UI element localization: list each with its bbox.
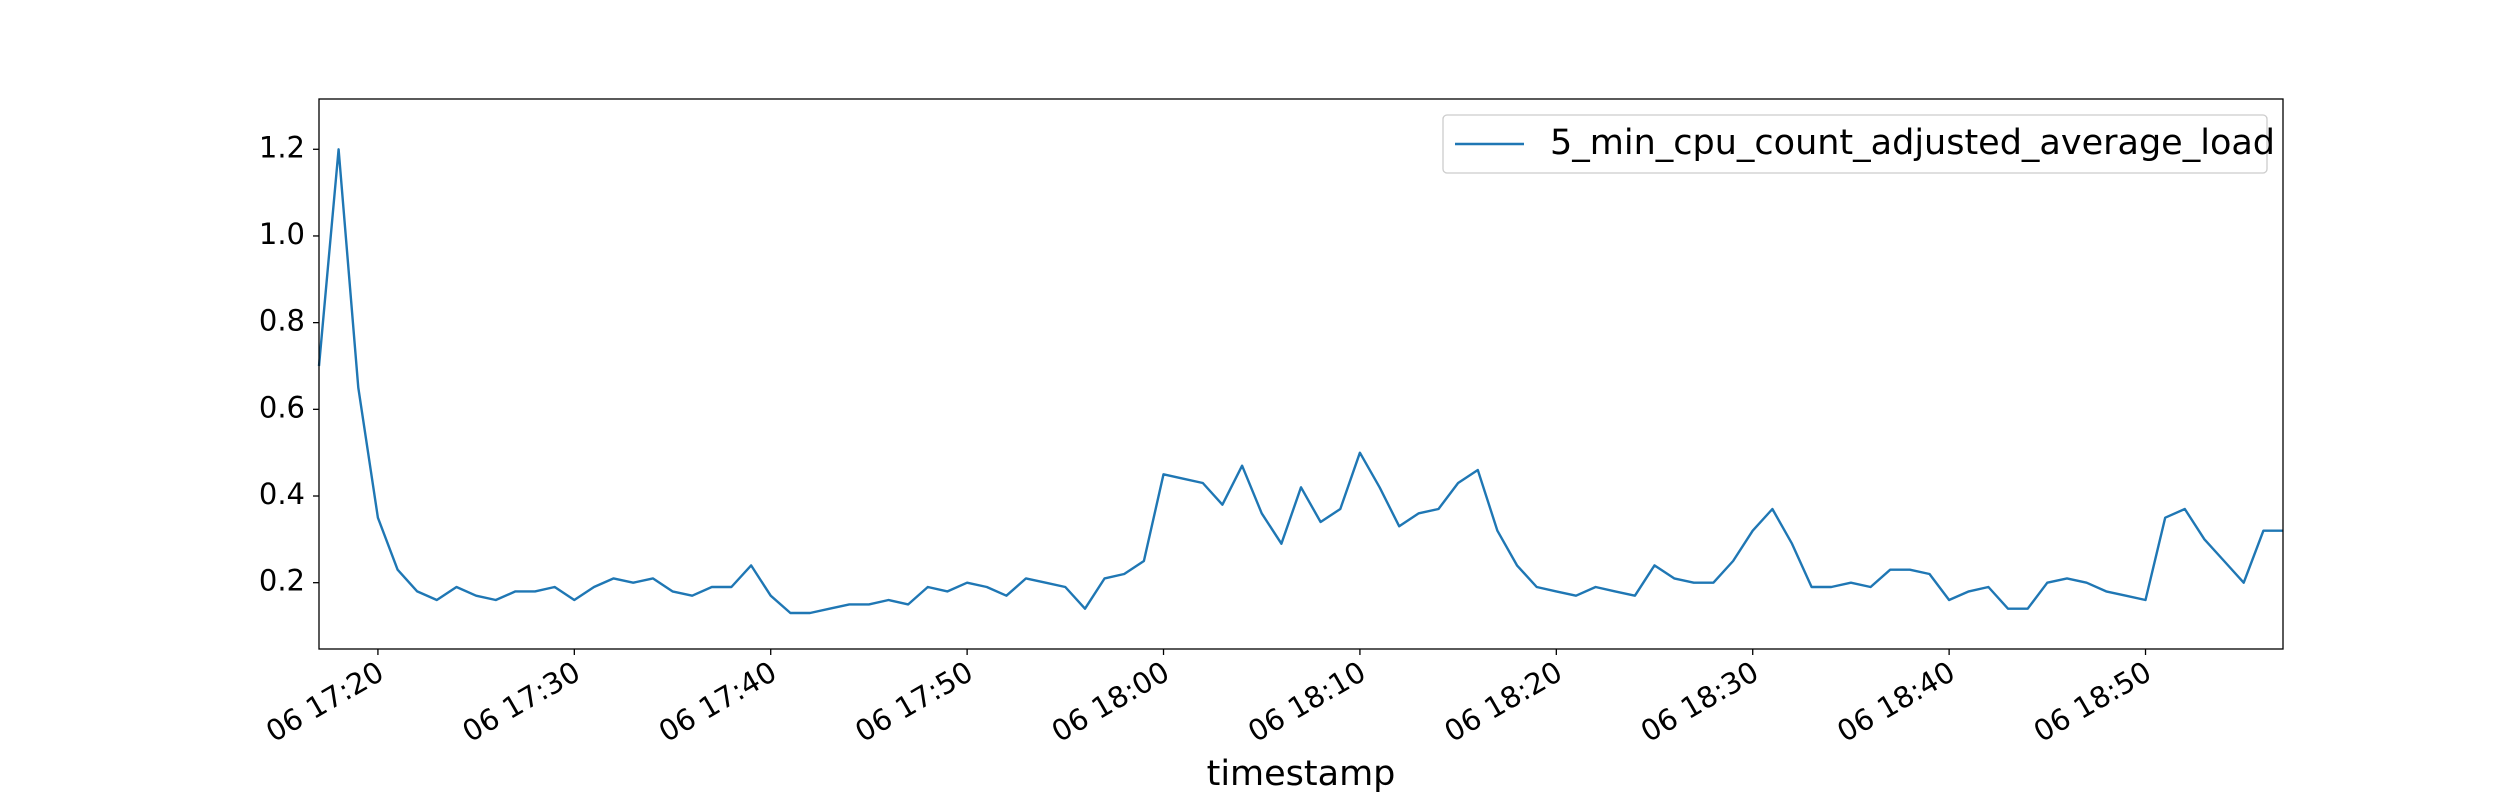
y-tick-label: 1.0	[259, 217, 305, 251]
legend-label: 5_min_cpu_count_adjusted_average_load	[1550, 123, 2275, 163]
y-tick-label: 0.6	[259, 390, 305, 424]
y-tick-label: 0.2	[259, 564, 305, 598]
plot-frame	[318, 98, 2284, 650]
data-line	[317, 148, 2283, 615]
x-axis-label: timestamp	[1207, 754, 1396, 794]
y-tick-label: 0.8	[259, 304, 305, 338]
y-tick-label: 1.2	[259, 130, 305, 164]
y-tick-label: 0.4	[259, 477, 305, 511]
legend-box	[1442, 114, 2268, 174]
